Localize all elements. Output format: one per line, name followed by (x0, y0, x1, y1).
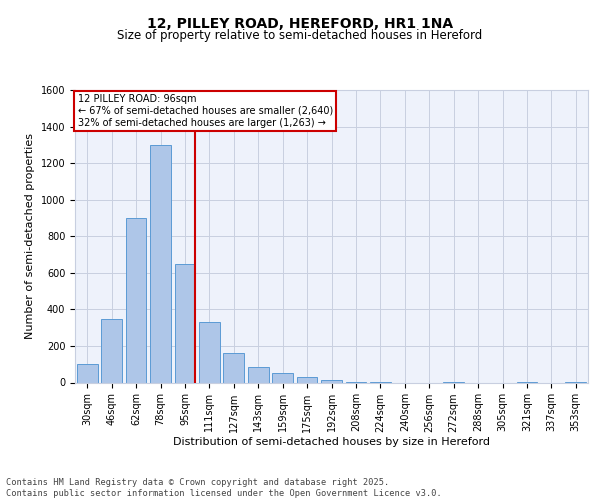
Bar (223, 353, 244, 382)
Text: 12, PILLEY ROAD, HEREFORD, HR1 1NA: 12, PILLEY ROAD, HEREFORD, HR1 1NA (147, 18, 453, 32)
Bar (101, 318, 122, 382)
Text: 12 PILLEY ROAD: 96sqm
← 67% of semi-detached houses are smaller (2,640)
32% of s: 12 PILLEY ROAD: 96sqm ← 67% of semi-deta… (77, 94, 333, 128)
Bar (150, 145, 171, 382)
Bar (125, 218, 146, 382)
Bar (77, 364, 98, 382)
Text: Contains HM Land Registry data © Crown copyright and database right 2025.
Contai: Contains HM Land Registry data © Crown c… (6, 478, 442, 498)
Bar (321, 380, 342, 382)
Text: Size of property relative to semi-detached houses in Hereford: Size of property relative to semi-detach… (118, 29, 482, 42)
Bar (296, 377, 317, 382)
Bar (248, 367, 269, 382)
Y-axis label: Number of semi-detached properties: Number of semi-detached properties (25, 133, 35, 339)
X-axis label: Distribution of semi-detached houses by size in Hereford: Distribution of semi-detached houses by … (173, 438, 490, 448)
Bar (272, 374, 293, 382)
Bar (175, 264, 196, 382)
Bar (199, 322, 220, 382)
